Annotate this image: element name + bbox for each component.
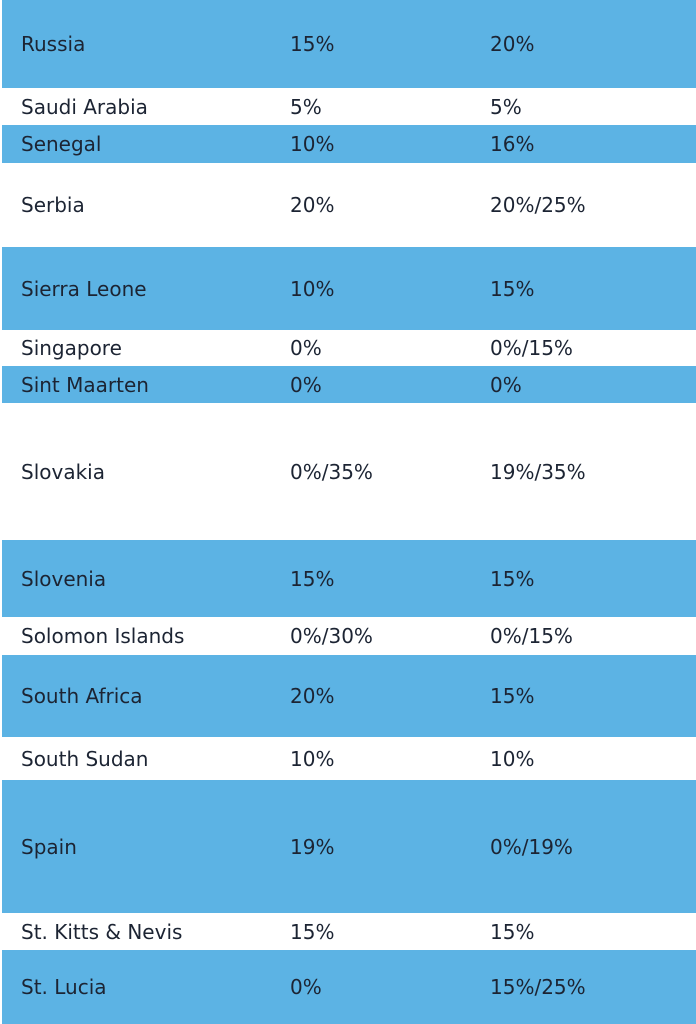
rate-value-1: 0%	[290, 336, 322, 360]
rate-value-2: 0%/15%	[490, 624, 573, 648]
table-row: Serbia 20% 20%/25%	[2, 163, 696, 247]
table-row: Spain 19% 0%/19%	[2, 780, 696, 913]
rate-value-1: 0%/35%	[290, 459, 373, 484]
country-name: Russia	[21, 32, 86, 56]
rate-value-1: 15%	[290, 32, 335, 56]
country-name: Sierra Leone	[21, 276, 147, 301]
rate-value-1: 0%	[290, 975, 322, 999]
country-name: South Africa	[21, 684, 143, 708]
country-name: Solomon Islands	[21, 624, 185, 648]
rate-value-1: 0%	[290, 372, 322, 397]
country-name: Spain	[21, 834, 77, 859]
table-row: Singapore 0% 0%/15%	[2, 330, 696, 366]
rate-value-2: 20%/25%	[490, 193, 586, 217]
rate-value-2: 15%	[490, 684, 535, 708]
table-row: Sint Maarten 0% 0%	[2, 366, 696, 403]
table-row: Saudi Arabia 5% 5%	[2, 88, 696, 125]
rate-value-2: 15%	[490, 919, 535, 944]
rate-value-2: 5%	[490, 94, 522, 119]
rate-value-1: 15%	[290, 566, 335, 591]
table-row: South Sudan 10% 10%	[2, 737, 696, 780]
country-name: Slovenia	[21, 566, 107, 591]
country-name: St. Kitts & Nevis	[21, 919, 183, 944]
country-name: St. Lucia	[21, 975, 107, 999]
rate-value-2: 0%	[490, 372, 522, 397]
table-row: St. Lucia 0% 15%/25%	[2, 950, 696, 1024]
country-name: Serbia	[21, 193, 85, 217]
table-row: Senegal 10% 16%	[2, 125, 696, 163]
country-name: South Sudan	[21, 746, 149, 771]
table-row: Slovenia 15% 15%	[2, 540, 696, 617]
rate-value-2: 20%	[490, 32, 535, 56]
country-name: Singapore	[21, 336, 122, 360]
rate-value-1: 10%	[290, 276, 335, 301]
rate-value-1: 20%	[290, 193, 335, 217]
table-row: Sierra Leone 10% 15%	[2, 247, 696, 330]
rate-value-1: 15%	[290, 919, 335, 944]
rate-value-1: 10%	[290, 132, 335, 156]
rate-value-1: 5%	[290, 94, 322, 119]
country-name: Saudi Arabia	[21, 94, 148, 119]
rate-value-2: 15%/25%	[490, 975, 586, 999]
table-row: South Africa 20% 15%	[2, 655, 696, 737]
rate-value-1: 10%	[290, 746, 335, 771]
table-row: Slovakia 0%/35% 19%/35%	[2, 403, 696, 540]
table-row: St. Kitts & Nevis 15% 15%	[2, 913, 696, 950]
rate-value-1: 0%/30%	[290, 624, 373, 648]
rate-value-1: 20%	[290, 684, 335, 708]
rate-value-2: 19%/35%	[490, 459, 586, 484]
country-name: Senegal	[21, 132, 102, 156]
rate-value-2: 0%/19%	[490, 834, 573, 859]
table-row: Russia 15% 20%	[2, 0, 696, 88]
rate-value-1: 19%	[290, 834, 335, 859]
rate-value-2: 15%	[490, 566, 535, 591]
rate-value-2: 15%	[490, 276, 535, 301]
rate-value-2: 16%	[490, 132, 535, 156]
rate-value-2: 0%/15%	[490, 336, 573, 360]
table-row: Solomon Islands 0%/30% 0%/15%	[2, 617, 696, 655]
country-name: Slovakia	[21, 459, 105, 484]
country-name: Sint Maarten	[21, 372, 149, 397]
rate-value-2: 10%	[490, 746, 535, 771]
